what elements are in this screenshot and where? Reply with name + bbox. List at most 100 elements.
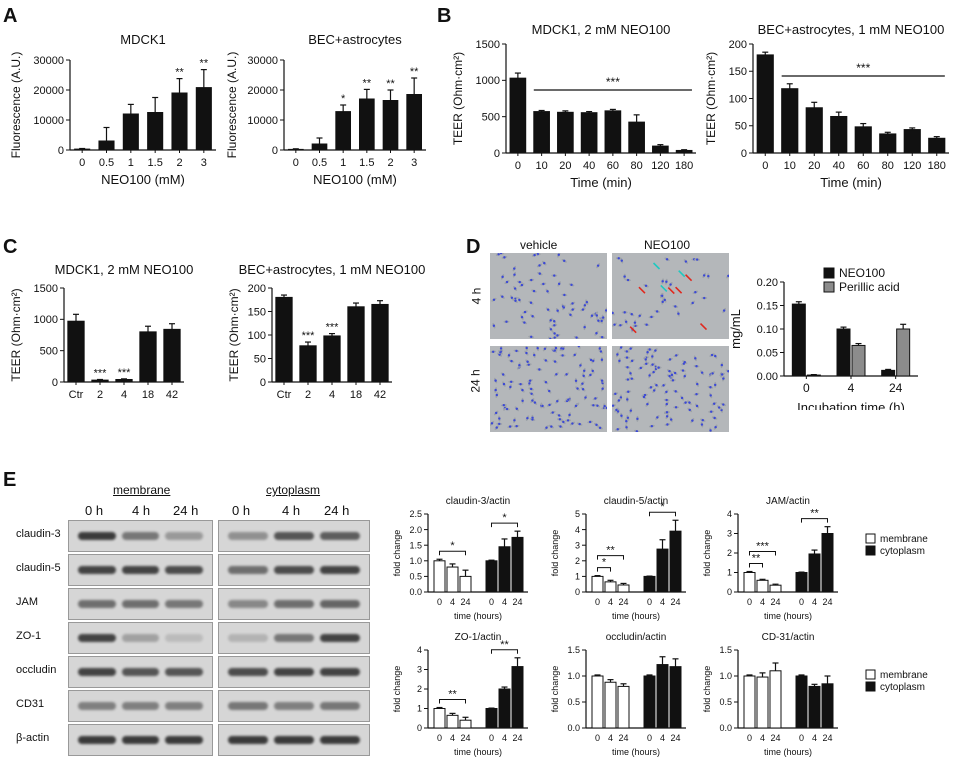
y-tick-label: 1000 — [34, 314, 58, 326]
bar-cytoplasm — [643, 575, 656, 593]
blot-row-label: β-actin — [16, 732, 50, 744]
legend-swatch — [865, 533, 876, 544]
cell-nucleus — [720, 363, 724, 367]
cell-nucleus — [625, 419, 628, 423]
cell-nucleus — [562, 347, 565, 350]
x-tick-label: 80 — [631, 160, 643, 172]
y-axis-label: TEER (Ohm·cm²) — [228, 288, 241, 381]
bar — [139, 331, 157, 383]
cell-nucleus — [661, 280, 664, 283]
cell-nucleus — [665, 390, 668, 394]
blot-strip-membrane — [68, 554, 213, 586]
cell-nucleus — [513, 267, 516, 270]
x-tick-label: 24 — [512, 733, 522, 743]
cell-nucleus — [591, 369, 594, 373]
bar-membrane — [769, 670, 782, 729]
cell-nucleus — [630, 359, 634, 363]
cell-nucleus — [615, 408, 618, 412]
cell-nucleus — [695, 365, 698, 368]
arrow-marker — [638, 286, 646, 294]
panel-label-a: A — [3, 5, 18, 27]
x-tick-label: 20 — [808, 160, 820, 172]
cell-nucleus — [553, 332, 556, 335]
significance-label: *** — [856, 61, 870, 75]
bar-cytoplasm — [821, 683, 834, 729]
cell-nucleus — [684, 260, 688, 263]
x-tick-label: 2 — [305, 389, 311, 400]
cell-nucleus — [525, 346, 528, 350]
legend-swatch — [865, 669, 876, 680]
significance-label: *** — [118, 367, 132, 379]
bar-cytoplasm — [656, 548, 669, 593]
bar — [652, 145, 669, 154]
x-tick-label: 0.5 — [99, 157, 114, 169]
x-tick-label: 0 — [595, 733, 600, 743]
x-tick-label: 42 — [374, 389, 386, 400]
cell-nucleus — [629, 347, 632, 350]
blot-band — [165, 736, 203, 744]
cell-nucleus — [624, 320, 628, 323]
significance-label: *** — [94, 367, 108, 379]
cell-nucleus — [502, 403, 506, 407]
cell-nucleus — [556, 309, 559, 312]
cell-nucleus — [616, 353, 619, 356]
cell-nucleus — [638, 314, 641, 317]
bar-membrane — [459, 575, 472, 593]
x-tick-label: 1 — [340, 157, 346, 169]
chart-title: claudin-3/actin — [446, 496, 510, 507]
cell-nucleus — [694, 291, 697, 294]
significance-label: ** — [363, 77, 372, 89]
cell-nucleus — [544, 381, 548, 384]
x-tick-label: 24 — [889, 381, 903, 395]
blot-band — [78, 736, 116, 744]
cell-nucleus — [599, 350, 603, 353]
cell-nucleus — [700, 423, 704, 426]
cell-nucleus — [532, 289, 536, 293]
cell-nucleus — [691, 301, 694, 305]
x-tick-label: 0 — [515, 160, 521, 172]
cell-nucleus — [596, 264, 600, 267]
cell-nucleus — [612, 404, 615, 407]
chart-b-bec: 0 50 100 150 200 0 10 20 40 60 80 120 180 *** BEC+astr… — [705, 22, 949, 190]
x-axis-label: Time (min) — [820, 175, 882, 190]
bar-cytoplasm — [498, 688, 511, 729]
significance-label: ** — [752, 553, 761, 565]
bar — [805, 107, 823, 154]
cell-nucleus — [625, 350, 629, 353]
panel-label-b: B — [437, 5, 452, 27]
significance-bracket — [801, 518, 828, 523]
bar-cytoplasm — [643, 675, 656, 729]
cell-nucleus — [700, 371, 704, 374]
cell-nucleus — [630, 313, 633, 316]
cell-nucleus — [548, 389, 551, 393]
y-tick-label: 0 — [52, 377, 58, 389]
cell-nucleus — [581, 308, 585, 311]
bar — [509, 77, 527, 154]
y-tick-label: 0.05 — [757, 347, 778, 359]
y-tick-label: 0 — [741, 148, 747, 160]
panel-label-c: C — [3, 236, 18, 258]
y-tick-label: 50 — [254, 353, 266, 365]
cell-nucleus — [541, 404, 544, 408]
bar — [122, 113, 139, 151]
chart-a-bec: 0 10000 20000 30000 0 0.5 1 * 1.5 ** 2 ** 3 ** BEC+ast… — [225, 32, 426, 187]
blot-band — [121, 634, 160, 642]
cell-nucleus — [639, 366, 643, 370]
bar — [580, 112, 598, 154]
chart-b-mdck1: 0 500 1000 1500 0 10 20 40 60 80 120 180 *** MDCK1, 2… — [451, 22, 696, 190]
micrograph-neo100-4h — [612, 253, 729, 339]
cell-nucleus — [625, 426, 628, 429]
y-tick-label: 1500 — [476, 39, 500, 51]
cell-nucleus — [544, 359, 548, 362]
cell-nucleus — [645, 323, 648, 326]
chart-e-claudin3: 0.00.51.01.52.02.50 4 24 0 4 24**claudin-3/ac… — [392, 496, 528, 621]
blot-band — [228, 566, 268, 574]
bar-cytoplasm — [821, 533, 834, 593]
cell-nucleus — [694, 357, 697, 360]
x-tick-label: 40 — [833, 160, 845, 172]
x-tick-label: 4 — [502, 597, 507, 607]
y-tick-label: 500 — [482, 112, 500, 124]
x-tick-label: 24 — [460, 597, 470, 607]
blot-band — [78, 668, 116, 676]
chart-title: MDCK1, 2 mM NEO100 — [55, 262, 194, 277]
